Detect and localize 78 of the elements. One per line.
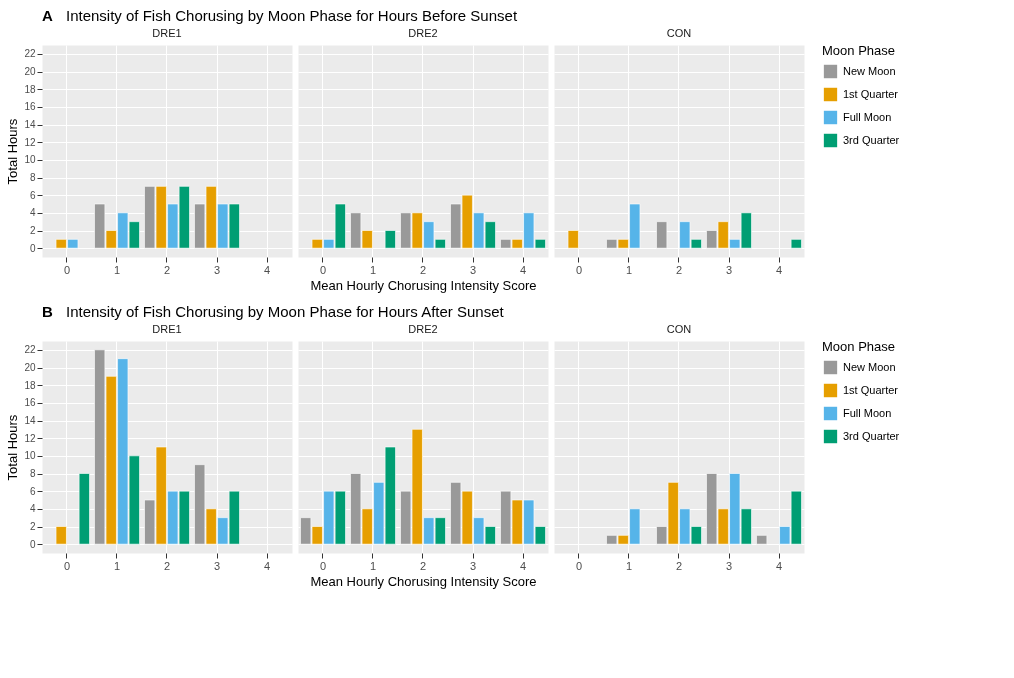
x-tick-label: 1 xyxy=(369,559,377,572)
x-tick-label: 4 xyxy=(519,559,527,572)
y-tick-label: 6 xyxy=(29,189,36,201)
x-tick-label: 1 xyxy=(625,263,633,276)
text: A xyxy=(42,7,53,24)
x-tick-label: 3 xyxy=(725,559,733,572)
y-tick-label: 0 xyxy=(29,242,36,254)
x-tick-label: 1 xyxy=(113,263,121,276)
y-tick-label: 8 xyxy=(29,468,36,479)
legend-label: Full Moon xyxy=(843,406,892,419)
x-tick-label: 3 xyxy=(213,263,221,276)
x-tick-label: 3 xyxy=(469,559,477,572)
x-tick-label: 2 xyxy=(163,263,171,276)
y-tick-label: 0 xyxy=(29,538,36,550)
x-tick-label: 2 xyxy=(419,263,427,276)
y-tick-label: 10 xyxy=(24,450,36,462)
y-tick-label: 4 xyxy=(29,503,36,515)
y-tick-label: 2 xyxy=(29,521,36,532)
x-axis-title: Mean Hourly Chorusing Intensity Score xyxy=(310,573,537,589)
legend-label: 1st Quarter xyxy=(843,383,899,396)
x-tick-label: 1 xyxy=(625,559,633,572)
x-tick-label: 0 xyxy=(575,559,583,572)
chart-title: Intensity of Fish Chorusing by Moon Phase for Hours After Sunset xyxy=(66,303,505,320)
legend-label: New Moon xyxy=(843,64,896,77)
x-tick-label: 3 xyxy=(725,263,733,276)
x-tick-label: 3 xyxy=(213,559,221,572)
y-tick-label: 10 xyxy=(24,154,36,166)
x-tick-label: 2 xyxy=(675,559,683,572)
chart-subtitle: DRE1 xyxy=(152,27,182,39)
chart-subtitle: CON xyxy=(666,27,692,39)
y-tick-label: 22 xyxy=(24,48,36,60)
x-tick-label: 0 xyxy=(63,263,71,276)
legend-title: Moon Phase xyxy=(822,339,895,354)
x-axis-title: Mean Hourly Chorusing Intensity Score xyxy=(310,277,537,293)
y-tick-label: 4 xyxy=(29,207,36,219)
legend-label: 3rd Quarter xyxy=(843,429,900,442)
legend-label: 3rd Quarter xyxy=(843,133,900,146)
x-tick-label: 2 xyxy=(675,263,683,276)
x-tick-label: 4 xyxy=(775,559,783,572)
x-tick-label: 1 xyxy=(369,263,377,276)
y-tick-label: 2 xyxy=(29,225,36,236)
y-tick-label: 8 xyxy=(29,172,36,183)
y-tick-label: 14 xyxy=(24,415,36,426)
chart-subtitle: DRE1 xyxy=(152,323,182,335)
x-tick-label: 0 xyxy=(63,559,71,572)
x-tick-label: 4 xyxy=(263,559,271,572)
legend-label: Full Moon xyxy=(843,110,892,123)
y-axis-title: Total Hours xyxy=(5,118,21,185)
y-tick-label: 12 xyxy=(24,136,36,148)
y-tick-label: 16 xyxy=(24,101,36,113)
legend-title: Moon Phase xyxy=(822,43,895,58)
x-tick-label: 4 xyxy=(263,263,271,276)
y-tick-label: 20 xyxy=(24,362,36,373)
y-tick-label: 18 xyxy=(24,83,36,95)
chart-subtitle: CON xyxy=(666,323,692,335)
x-tick-label: 4 xyxy=(775,263,783,276)
legend-label: New Moon xyxy=(843,360,896,373)
y-tick-label: 12 xyxy=(24,432,36,444)
x-tick-label: 0 xyxy=(319,263,327,276)
x-tick-label: 3 xyxy=(469,263,477,276)
y-tick-label: 22 xyxy=(24,344,36,356)
x-tick-label: 4 xyxy=(519,263,527,276)
y-tick-label: 18 xyxy=(24,379,36,391)
text: B xyxy=(42,303,53,320)
chart-title: Intensity of Fish Chorusing by Moon Phase for Hours Before Sunset xyxy=(66,7,518,24)
y-tick-label: 14 xyxy=(24,119,36,130)
y-tick-label: 20 xyxy=(24,66,36,77)
x-tick-label: 2 xyxy=(163,559,171,572)
chart-subtitle: DRE2 xyxy=(408,323,438,335)
y-tick-label: 16 xyxy=(24,397,36,409)
y-tick-label: 6 xyxy=(29,485,36,497)
y-axis-title: Total Hours xyxy=(5,414,21,481)
chart-subtitle: DRE2 xyxy=(408,27,438,39)
x-tick-label: 1 xyxy=(113,559,121,572)
legend-label: 1st Quarter xyxy=(843,87,899,100)
x-tick-label: 0 xyxy=(319,559,327,572)
x-tick-label: 2 xyxy=(419,559,427,572)
x-tick-label: 0 xyxy=(575,263,583,276)
